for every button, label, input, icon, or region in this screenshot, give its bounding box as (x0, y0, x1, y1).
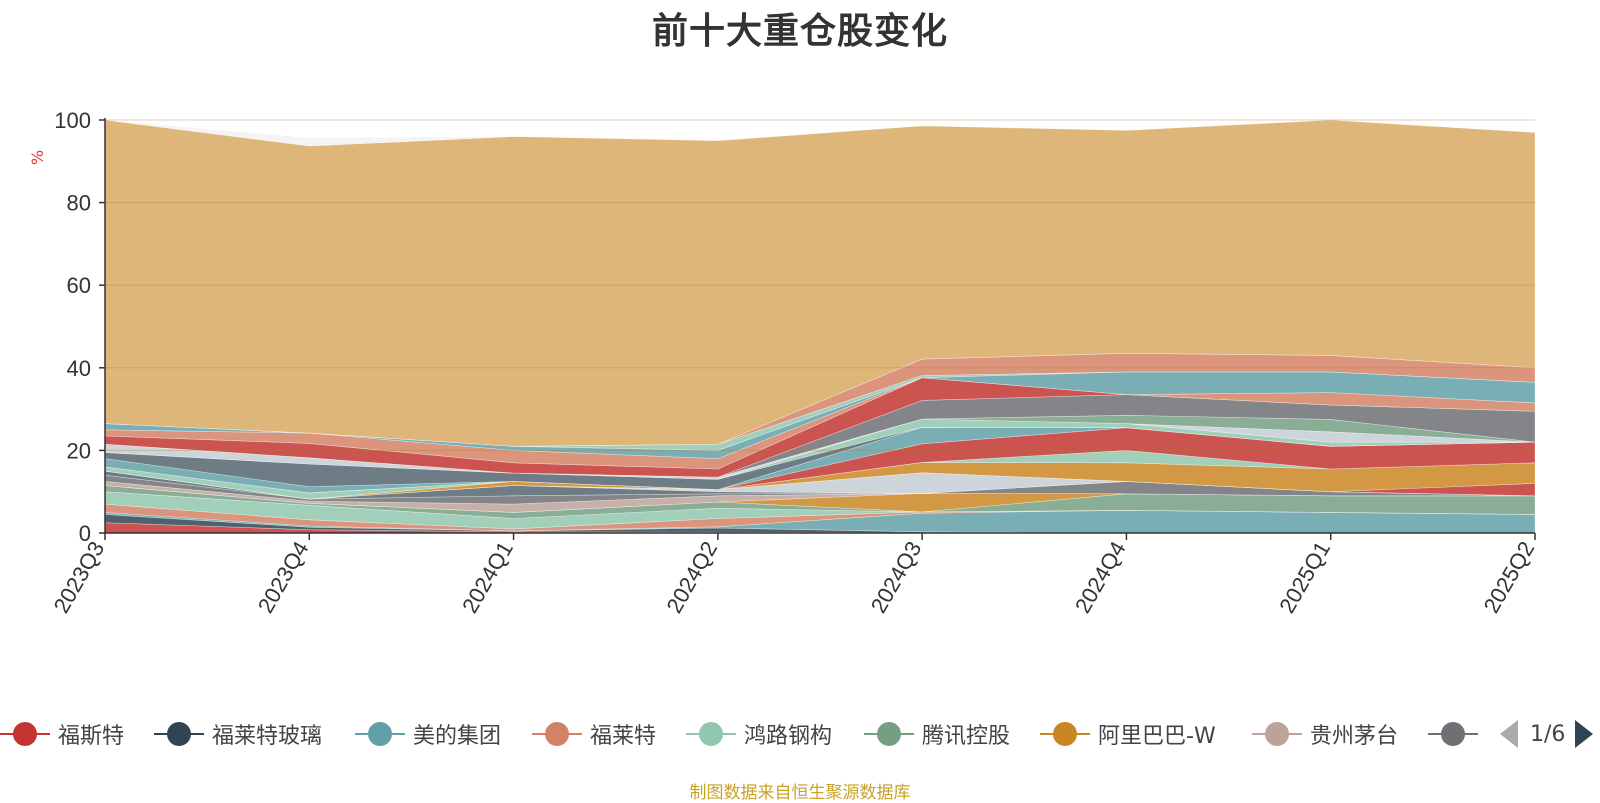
legend-marker-icon (1428, 714, 1478, 754)
prev-page-icon[interactable] (1500, 720, 1518, 748)
legend-page-indicator: 1/6 (1530, 721, 1566, 747)
x-tick-label: 2024Q1 (457, 537, 518, 617)
legend-marker-icon (154, 714, 204, 754)
legend-label: 贵州茅台 (1310, 724, 1399, 749)
x-tick-label: 2024Q4 (1070, 537, 1131, 617)
legend-item[interactable]: 阿里巴巴-W (1040, 714, 1216, 754)
legend-label: 美的集团 (413, 724, 502, 749)
y-tick-label: 0 (79, 521, 91, 546)
legend-marker-icon (1040, 714, 1090, 754)
x-tick-label: 2025Q1 (1274, 537, 1335, 617)
y-tick-label: 80 (67, 191, 91, 216)
legend-item[interactable]: 福斯特 (0, 714, 124, 754)
legend-item[interactable]: 鸿路钢构 (686, 714, 832, 754)
legend-marker-icon (1252, 714, 1302, 754)
legend-item[interactable]: 福莱特玻璃 (154, 714, 322, 754)
area-series-27 (104, 119, 1536, 147)
legend-item[interactable]: 腾讯控股 (864, 714, 1010, 754)
legend-label: 福莱特玻璃 (212, 724, 323, 749)
legend-label: 福莱特 (590, 724, 657, 749)
legend-label: 鸿路钢构 (744, 724, 833, 749)
legend-item[interactable] (1428, 714, 1478, 754)
stacked-area-chart: 0 20 40 60 80 100 2023Q3 2023Q4 2024Q1 2024Q2 2024… (49, 108, 1540, 617)
legend-label: 阿里巴巴-W (1098, 724, 1216, 749)
legend-marker-icon (0, 714, 50, 754)
legend-pager: 1/6 (1500, 714, 1594, 754)
legend-marker-icon (532, 714, 582, 754)
x-tick-label: 2024Q3 (866, 537, 927, 617)
x-tick-label: 2023Q3 (49, 537, 110, 617)
y-tick-label: 20 (67, 438, 91, 463)
y-tick-label: 40 (67, 356, 91, 381)
legend-marker-icon (686, 714, 736, 754)
y-tick-label: 100 (54, 108, 91, 133)
legend-label: 腾讯控股 (922, 724, 1011, 749)
legend-item[interactable]: 贵州茅台 (1252, 714, 1398, 754)
chart-title: 前十大重仓股变化 (651, 11, 948, 52)
x-tick-label: 2024Q2 (661, 537, 722, 617)
x-tick-label: 2023Q4 (253, 537, 314, 617)
legend: 福斯特 福莱特玻璃 美的集团 福莱特 鸿路钢构 腾讯控股 阿里巴巴-W 贵州茅台 (0, 714, 1600, 754)
legend-marker-icon (864, 714, 914, 754)
legend-item[interactable]: 美的集团 (355, 714, 501, 754)
legend-marker-icon (355, 714, 405, 754)
next-page-icon[interactable] (1575, 720, 1594, 748)
legend-label: 福斯特 (58, 724, 125, 749)
legend-item[interactable]: 福莱特 (532, 714, 656, 754)
data-source-note: 制图数据来自恒生聚源数据库 (689, 783, 911, 803)
x-tick-label: 2025Q2 (1479, 537, 1540, 617)
y-tick-label: 60 (67, 273, 91, 298)
